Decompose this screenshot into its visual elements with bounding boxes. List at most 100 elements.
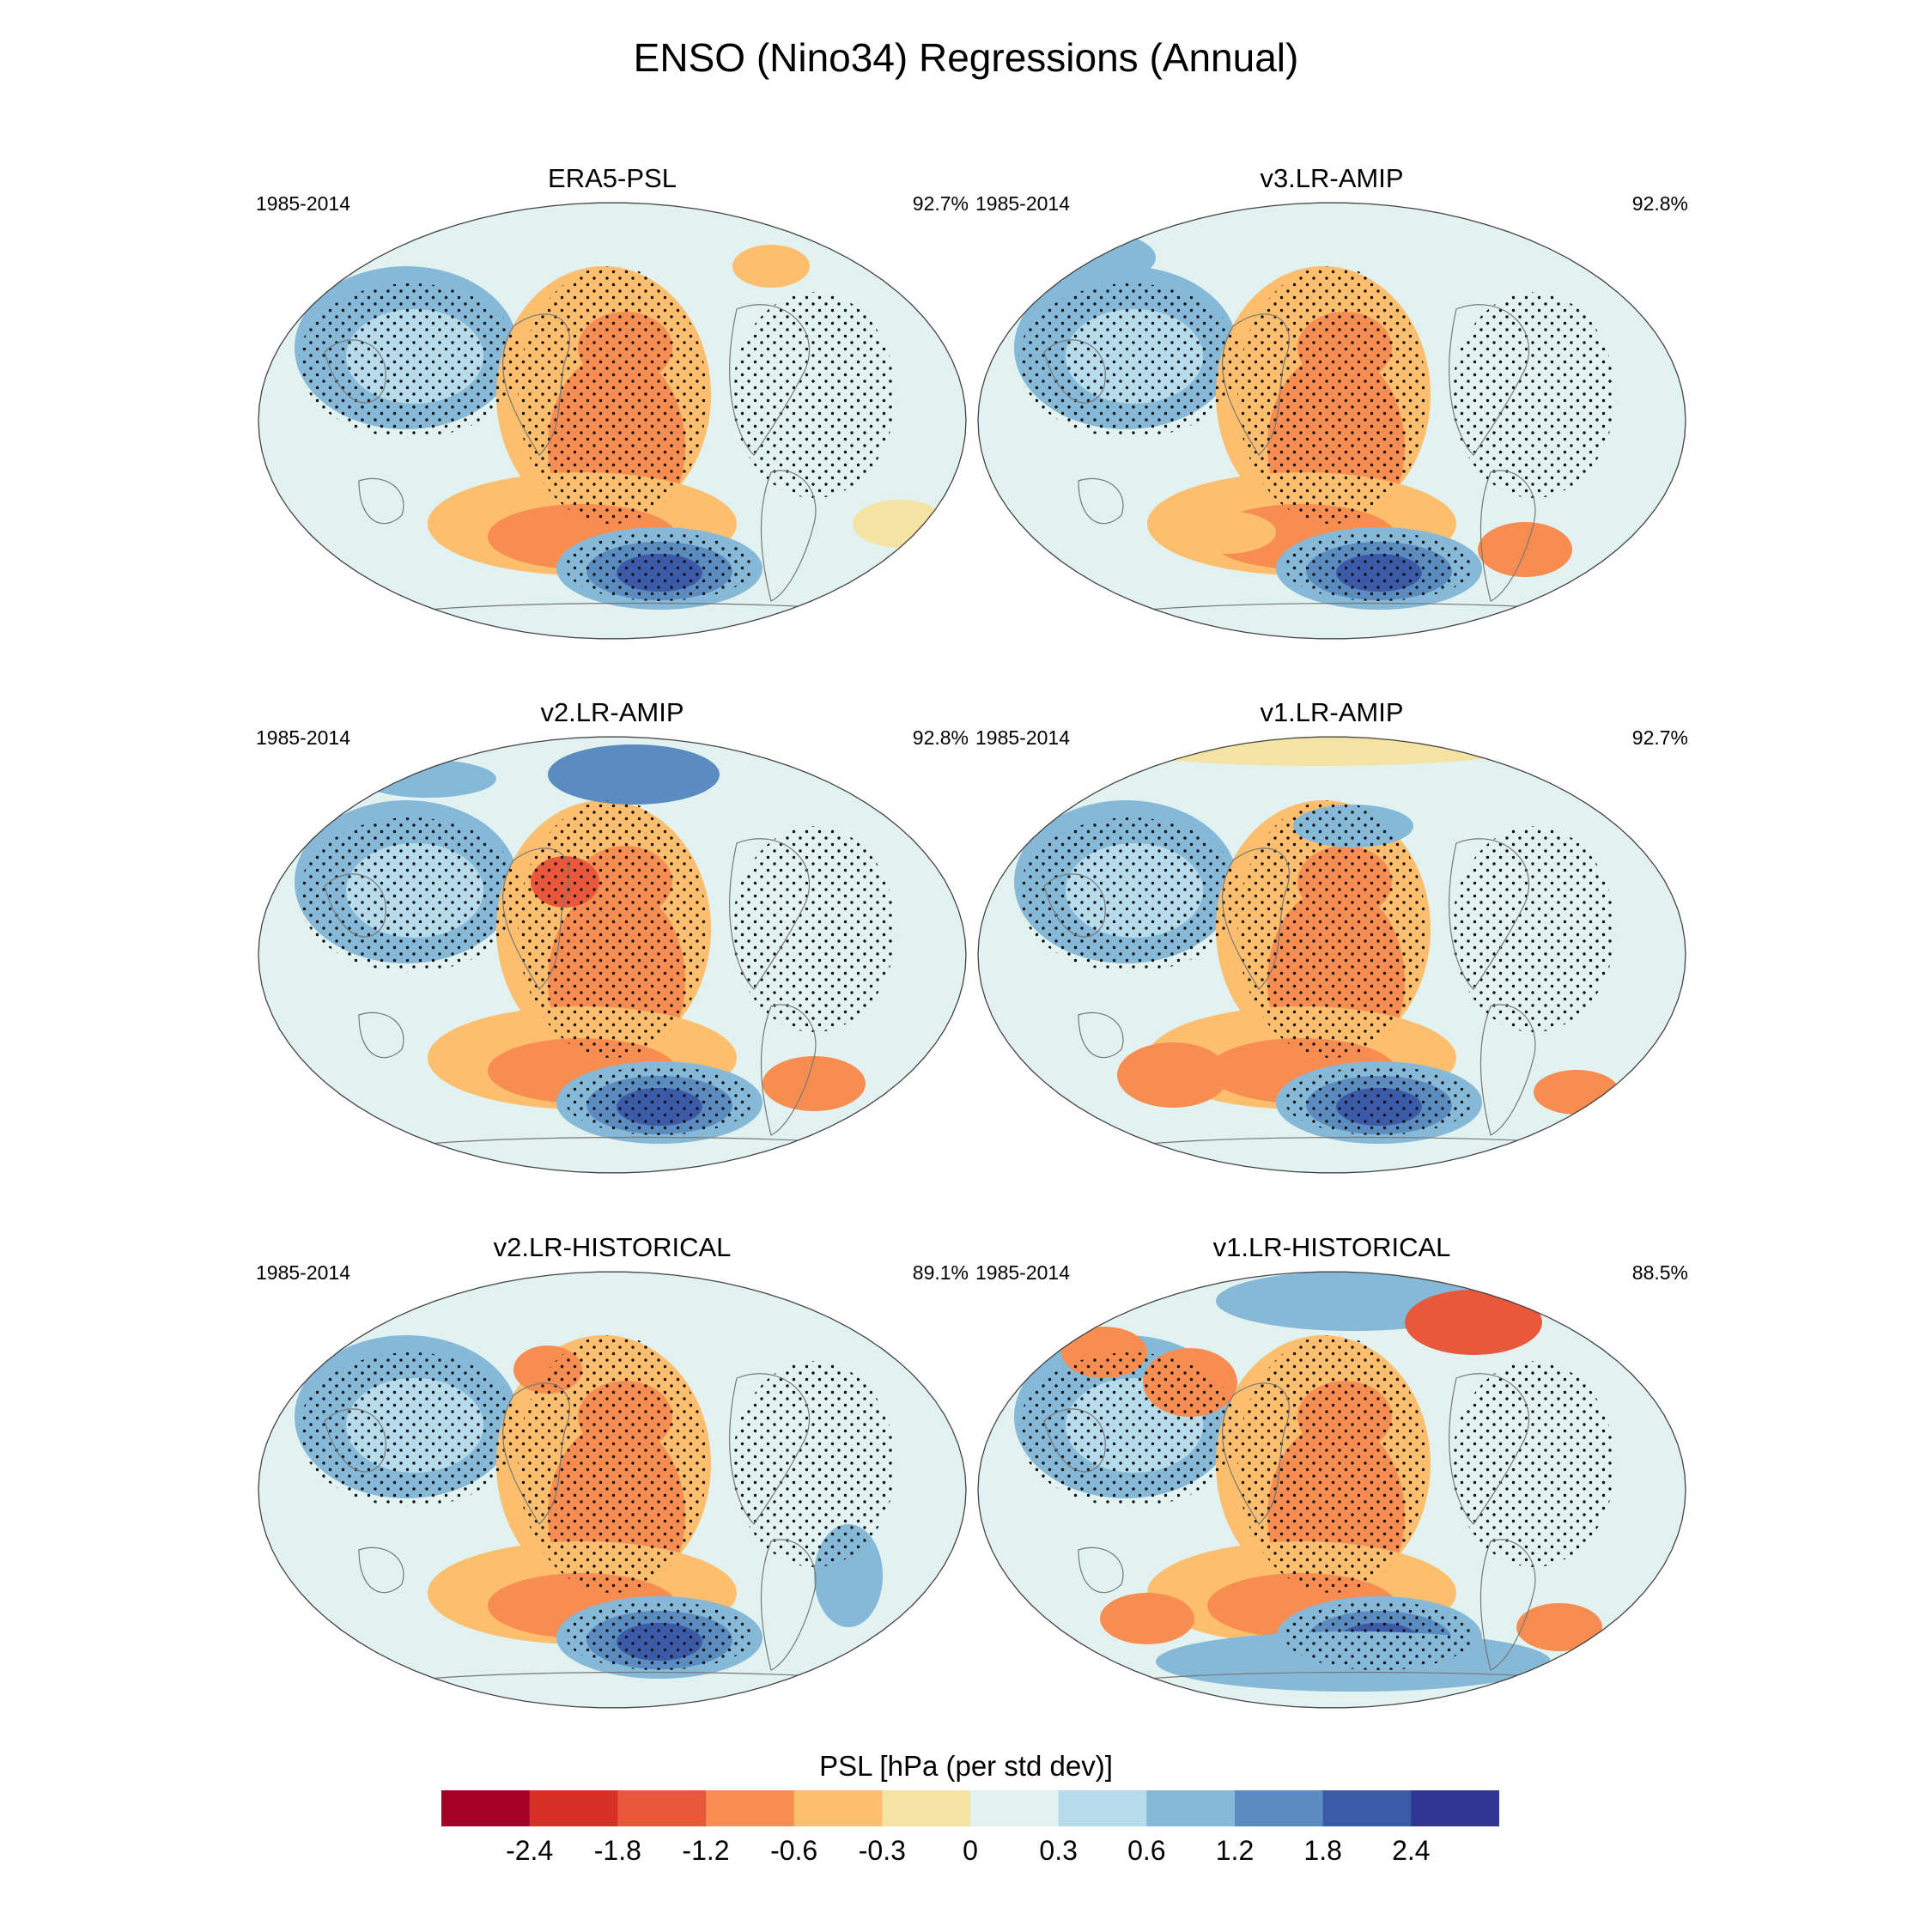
anomaly-contour — [762, 1056, 866, 1111]
map-projection — [258, 202, 967, 640]
anomaly-contour — [1100, 1593, 1194, 1644]
colorbar-tick-label: 0.3 — [1039, 1835, 1078, 1866]
coastline — [1043, 339, 1106, 404]
colorbar-tick-label: -1.8 — [593, 1835, 641, 1866]
map-panel: v2.LR-HISTORICAL 1985-2014 89.1% — [256, 1232, 969, 1713]
significance-stipple — [565, 1601, 754, 1670]
anomaly-contour — [548, 744, 720, 805]
panel-period: 1985-2014 — [975, 1261, 1070, 1284]
colorbar-tick-label: -1.2 — [682, 1835, 730, 1866]
significance-stipple — [1285, 532, 1473, 601]
significance-stipple — [518, 266, 707, 524]
coastline — [501, 313, 570, 456]
coastline — [1221, 1382, 1290, 1525]
coastline — [324, 1408, 386, 1473]
anomaly-contour — [1516, 1603, 1602, 1651]
colorbar-title: PSL [hPa (per std dev)] — [819, 1750, 1113, 1782]
coastline — [760, 1539, 817, 1671]
pattern-correlation: 92.8% — [1631, 192, 1688, 215]
map-projection — [977, 202, 1686, 640]
panel-title: v3.LR-AMIP — [1260, 163, 1404, 193]
significance-stipple — [565, 532, 754, 601]
globe-outline — [977, 1271, 1686, 1709]
colorbar-swatch — [706, 1790, 795, 1826]
significance-stipple — [1237, 266, 1426, 524]
map-projection — [258, 1271, 967, 1709]
colorbar-tick-label: -0.3 — [858, 1835, 906, 1866]
coastline — [324, 873, 386, 938]
colorbar-swatch — [1235, 1790, 1324, 1826]
colorbar-swatch — [1322, 1790, 1412, 1826]
map-panel: ERA5-PSL 1985-2014 92.7% — [256, 163, 969, 644]
coastline — [1449, 838, 1530, 990]
coastline — [729, 1373, 811, 1525]
panel-title: v2.LR-AMIP — [540, 697, 684, 727]
coastline — [1078, 1546, 1124, 1594]
colorbar-tick-label: 1.8 — [1303, 1835, 1342, 1866]
map-projection — [977, 736, 1686, 1174]
colorbar-tick-label: -2.4 — [506, 1835, 554, 1866]
significance-stipple — [732, 292, 896, 498]
map-field — [258, 203, 966, 639]
map-projection — [258, 736, 967, 1174]
anomaly-contour — [732, 245, 810, 288]
colorbar-swatch — [617, 1790, 707, 1826]
panel-period: 1985-2014 — [256, 726, 350, 749]
significance-stipple — [1452, 1361, 1615, 1567]
coastline — [760, 1004, 817, 1136]
pattern-correlation: 92.8% — [912, 726, 969, 749]
colorbar-swatch — [1058, 1790, 1147, 1826]
coastline — [1221, 313, 1290, 456]
significance-stipple — [1285, 1601, 1473, 1670]
significance-stipple — [732, 1361, 896, 1567]
map-projection — [977, 1271, 1686, 1709]
coastline — [1043, 873, 1106, 938]
colorbar — [441, 1790, 1499, 1826]
coastline — [358, 1012, 404, 1059]
coastline — [1449, 304, 1530, 456]
coastline — [760, 470, 817, 602]
significance-stipple — [518, 800, 707, 1058]
anomaly-contour — [1405, 1290, 1542, 1355]
colorbar-tick-label: 1.2 — [1215, 1835, 1255, 1866]
panel-period: 1985-2014 — [256, 1261, 350, 1284]
map-field — [258, 1272, 966, 1708]
colorbar-tick-label: 0.6 — [1127, 1835, 1166, 1866]
map-field — [978, 1272, 1686, 1708]
map-panel: v1.LR-HISTORICAL 1985-2014 88.5% — [975, 1232, 1688, 1713]
significance-stipple — [1018, 817, 1242, 972]
globe-outline — [977, 202, 1686, 640]
map-field — [978, 737, 1686, 1173]
significance-stipple — [1018, 1352, 1242, 1507]
panel-period: 1985-2014 — [256, 192, 350, 215]
coastline — [729, 838, 811, 990]
pattern-correlation: 92.7% — [912, 192, 969, 215]
colorbar-tick-label: 0 — [963, 1835, 978, 1866]
significance-stipple — [1237, 1335, 1426, 1593]
map-panel: v2.LR-AMIP 1985-2014 92.8% — [256, 697, 969, 1178]
panel-period: 1985-2014 — [975, 192, 1070, 215]
panel-title: v2.LR-HISTORICAL — [493, 1232, 732, 1262]
colorbar-swatch — [793, 1790, 883, 1826]
coastline — [1043, 1408, 1106, 1473]
coastline — [501, 1382, 570, 1525]
coastline — [324, 339, 386, 404]
coastline — [1479, 1004, 1536, 1136]
map-field — [978, 203, 1686, 639]
globe-outline — [258, 202, 967, 640]
coastline — [501, 848, 570, 990]
coastline — [1479, 1539, 1536, 1671]
significance-stipple — [518, 1335, 707, 1593]
coastline — [1221, 848, 1290, 990]
coastline — [358, 1546, 404, 1594]
anomaly-contour — [1096, 737, 1542, 766]
anomaly-contour — [359, 760, 496, 798]
figure-title: ENSO (Nino34) Regressions (Annual) — [633, 35, 1299, 80]
anomaly-contour — [1036, 232, 1156, 283]
colorbar-swatch — [970, 1790, 1060, 1826]
colorbar-swatch — [1146, 1790, 1236, 1826]
colorbar-swatch — [529, 1790, 618, 1826]
coastline — [358, 477, 404, 525]
panel-period: 1985-2014 — [975, 726, 1070, 749]
significance-stipple — [299, 283, 522, 438]
